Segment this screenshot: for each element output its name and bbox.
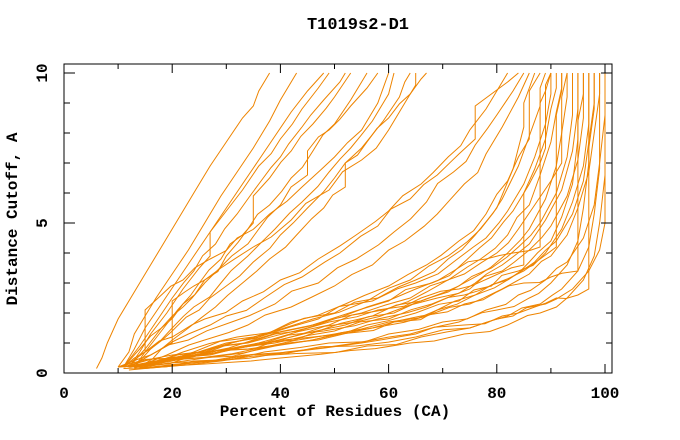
model-curve <box>128 73 606 371</box>
model-curve <box>134 72 552 368</box>
model-curve <box>133 72 395 368</box>
model-curve <box>128 73 573 368</box>
model-curve <box>123 72 536 368</box>
x-tick-label: 0 <box>59 385 69 403</box>
model-curve <box>134 72 530 368</box>
y-tick-label: 0 <box>34 368 52 378</box>
model-curve <box>123 72 552 368</box>
model-curve <box>117 72 525 368</box>
x-tick-label: 80 <box>487 385 506 403</box>
model-curve <box>123 73 606 369</box>
model-curve <box>128 73 584 368</box>
model-curve <box>117 73 601 368</box>
model-curve <box>139 73 595 369</box>
model-curve <box>128 73 417 368</box>
model-curve <box>117 72 298 368</box>
y-tick-label: 10 <box>34 63 52 82</box>
model-curve <box>139 73 552 368</box>
x-tick-label: 100 <box>591 385 620 403</box>
model-curve <box>144 73 584 368</box>
chart-title: T1019s2-D1 <box>307 16 409 35</box>
model-curve <box>128 73 563 368</box>
model-curve <box>139 72 568 368</box>
model-curve <box>128 72 411 368</box>
y-axis-label: Distance Cutoff, A <box>4 132 22 305</box>
model-curve <box>128 72 519 368</box>
x-tick-label: 40 <box>271 385 290 403</box>
plot-frame <box>63 63 613 374</box>
model-curve <box>123 72 390 368</box>
model-curve <box>123 72 346 368</box>
y-tick-label: 5 <box>34 218 52 228</box>
model-curve <box>128 72 541 368</box>
x-tick-label: 20 <box>163 385 182 403</box>
model-curve <box>134 72 546 368</box>
model-curve <box>128 72 368 368</box>
model-curve <box>123 72 325 368</box>
x-axis-label: Percent of Residues (CA) <box>220 403 450 421</box>
model-curve <box>123 72 509 368</box>
model-curve <box>123 72 379 368</box>
model-curve <box>118 73 557 368</box>
x-tick-label: 60 <box>379 385 398 403</box>
model-curve <box>139 72 427 368</box>
model-curve <box>128 72 330 368</box>
model-curve <box>134 73 606 369</box>
model-curve <box>96 72 271 369</box>
